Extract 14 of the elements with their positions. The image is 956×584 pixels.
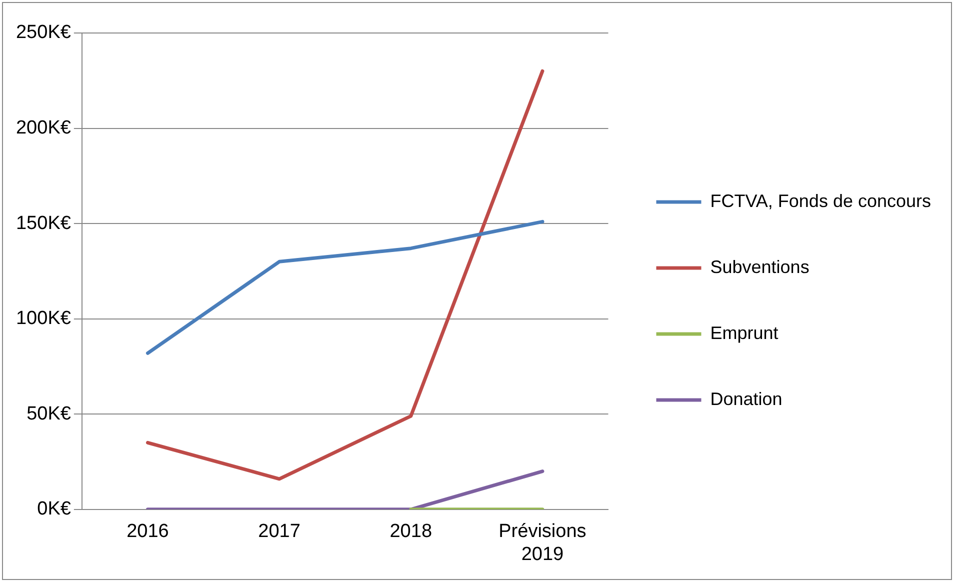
legend-label: Donation [710,388,782,409]
y-tick-label: 100K€ [16,308,72,330]
y-tick-label: 200K€ [16,118,72,139]
y-tick-label: 250K€ [16,22,72,44]
x-tick-label: 2018 [390,521,432,542]
y-tick-label: 0K€ [37,498,72,520]
x-tick-label: 2016 [126,521,169,542]
legend-label: Emprunt [710,322,778,343]
y-tick-label: 50K€ [26,403,72,424]
legend-label: FCTVA, Fonds de concours [710,190,932,211]
x-tick-label: Prévisions 2019 [498,521,586,565]
y-tick-label: 150K€ [16,212,72,234]
legend-label: Subventions [710,256,810,277]
x-tick-label: 2017 [258,521,300,542]
